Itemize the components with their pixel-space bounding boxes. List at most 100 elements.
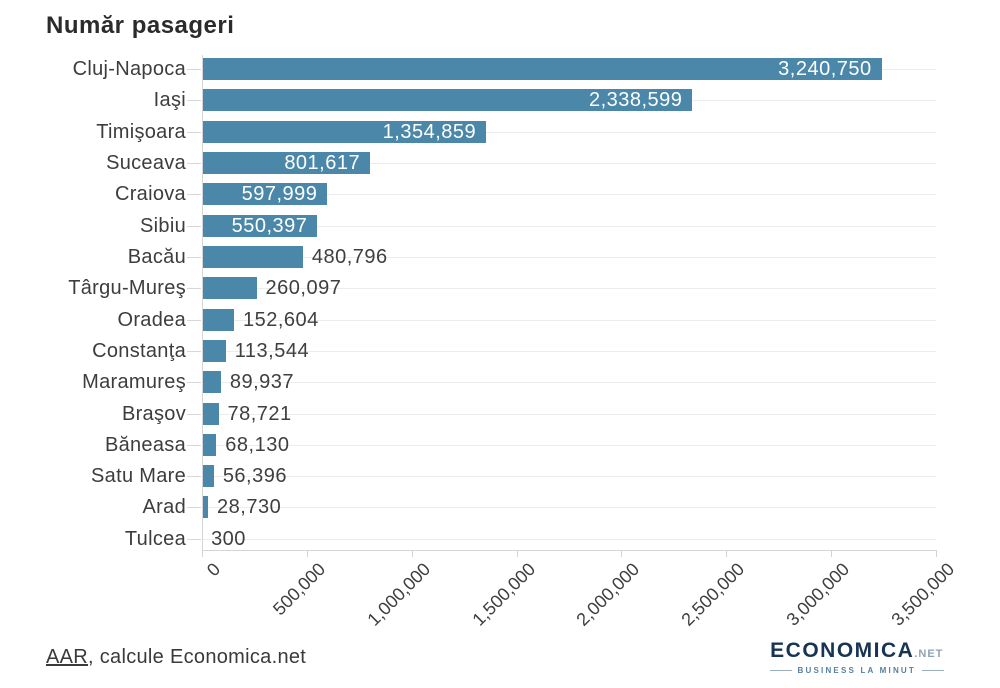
bar — [203, 120, 487, 143]
category-tick — [187, 351, 201, 352]
row-gridline — [202, 382, 936, 383]
x-tick — [936, 550, 937, 557]
bar — [203, 214, 318, 237]
x-tick-label: 3,500,000 — [887, 559, 959, 630]
x-tick-label: 500,000 — [268, 559, 330, 620]
bar-value-label: 597,999 — [241, 183, 318, 206]
category-tick — [187, 100, 201, 101]
bar-value-label: 56,396 — [222, 465, 287, 488]
category-tick — [187, 476, 201, 477]
x-tick — [621, 550, 622, 557]
x-tick — [412, 550, 413, 557]
row-gridline — [202, 539, 936, 540]
x-tick — [517, 550, 518, 557]
category-tick — [187, 320, 201, 321]
category-label: Constanţa — [92, 339, 186, 362]
category-tick — [187, 69, 201, 70]
row-gridline — [202, 414, 936, 415]
bar — [203, 245, 303, 268]
economica-logo: ECONOMICA.NET BUSINESS LA MINUT — [769, 640, 944, 675]
category-label: Târgu-Mureş — [68, 277, 186, 300]
category-label: Maramureş — [82, 371, 186, 394]
bar — [203, 277, 257, 300]
logo-net-text: .NET — [914, 648, 944, 660]
category-label: Bacău — [127, 245, 186, 268]
category-label: Braşov — [121, 402, 186, 425]
bar-value-label: 260,097 — [265, 277, 342, 300]
x-tick — [307, 550, 308, 557]
row-gridline — [202, 163, 936, 164]
row-gridline — [202, 194, 936, 195]
row-gridline — [202, 132, 936, 133]
x-tick — [726, 550, 727, 557]
bar-value-label: 78,721 — [227, 402, 292, 425]
bar — [203, 183, 328, 206]
bar-value-label: 801,617 — [284, 151, 361, 174]
category-tick — [187, 132, 201, 133]
bar — [203, 308, 234, 331]
row-gridline — [202, 445, 936, 446]
category-tick — [187, 507, 201, 508]
row-gridline — [202, 351, 936, 352]
bar-value-label: 1,354,859 — [382, 120, 477, 143]
bar-value-label: 3,240,750 — [778, 58, 872, 80]
x-tick-label: 1,000,000 — [363, 559, 434, 630]
category-tick — [187, 539, 201, 540]
bar — [203, 465, 214, 488]
source-note-suffix: , calcule Economica.net — [88, 646, 307, 668]
category-label: Suceava — [106, 151, 186, 174]
category-label: Oradea — [117, 308, 186, 331]
logo-tagline-text: BUSINESS LA MINUT — [797, 666, 916, 675]
logo-wordmark: ECONOMICA.NET — [770, 640, 943, 665]
logo-brand-text: ECONOMICA — [770, 639, 915, 662]
x-tick-label: 1,500,000 — [467, 559, 539, 630]
bar-value-label: 152,604 — [243, 308, 319, 331]
bar — [203, 371, 221, 394]
row-gridline — [202, 288, 936, 289]
bar-value-label: 550,397 — [231, 214, 308, 237]
x-tick-label: 3,000,000 — [782, 559, 854, 630]
bar-value-label: 28,730 — [217, 496, 282, 519]
row-gridline — [202, 257, 936, 258]
category-label: Satu Mare — [91, 465, 186, 488]
bar-value-label: 480,796 — [311, 245, 388, 268]
source-link[interactable]: AAR — [46, 646, 89, 668]
category-tick — [187, 226, 201, 227]
bar — [203, 58, 882, 80]
row-gridline — [202, 507, 936, 508]
bar-value-label: 113,544 — [234, 339, 310, 362]
bar — [203, 402, 219, 425]
category-label: Cluj-Napoca — [72, 58, 186, 80]
row-gridline — [202, 320, 936, 321]
category-tick — [187, 445, 201, 446]
source-note: AAR, calcule Economica.net — [46, 646, 306, 669]
category-tick — [187, 257, 201, 258]
logo-tagline-row: BUSINESS LA MINUT — [769, 666, 944, 675]
row-gridline — [202, 476, 936, 477]
bar-value-label: 89,937 — [229, 371, 295, 394]
bar — [203, 339, 226, 362]
x-tick-label: 2,000,000 — [572, 559, 644, 630]
y-axis-line — [202, 55, 203, 550]
category-label: Iaşi — [153, 89, 186, 112]
category-tick — [187, 414, 201, 415]
bar — [203, 496, 209, 519]
category-tick — [187, 163, 201, 164]
tagline-rule-right — [922, 670, 944, 671]
x-tick-label: 2,500,000 — [677, 559, 749, 630]
x-tick-label: 0 — [202, 559, 225, 581]
category-tick — [187, 288, 201, 289]
bar — [203, 433, 217, 456]
bar — [203, 89, 693, 112]
x-tick — [202, 550, 203, 557]
chart-title: Număr pasageri — [46, 12, 235, 39]
category-tick — [187, 382, 201, 383]
category-label: Arad — [142, 496, 186, 519]
row-gridline — [202, 226, 936, 227]
category-tick — [187, 194, 201, 195]
category-label: Craiova — [114, 183, 186, 206]
x-tick — [831, 550, 832, 557]
bar — [203, 151, 371, 174]
tagline-rule-left — [769, 670, 792, 671]
